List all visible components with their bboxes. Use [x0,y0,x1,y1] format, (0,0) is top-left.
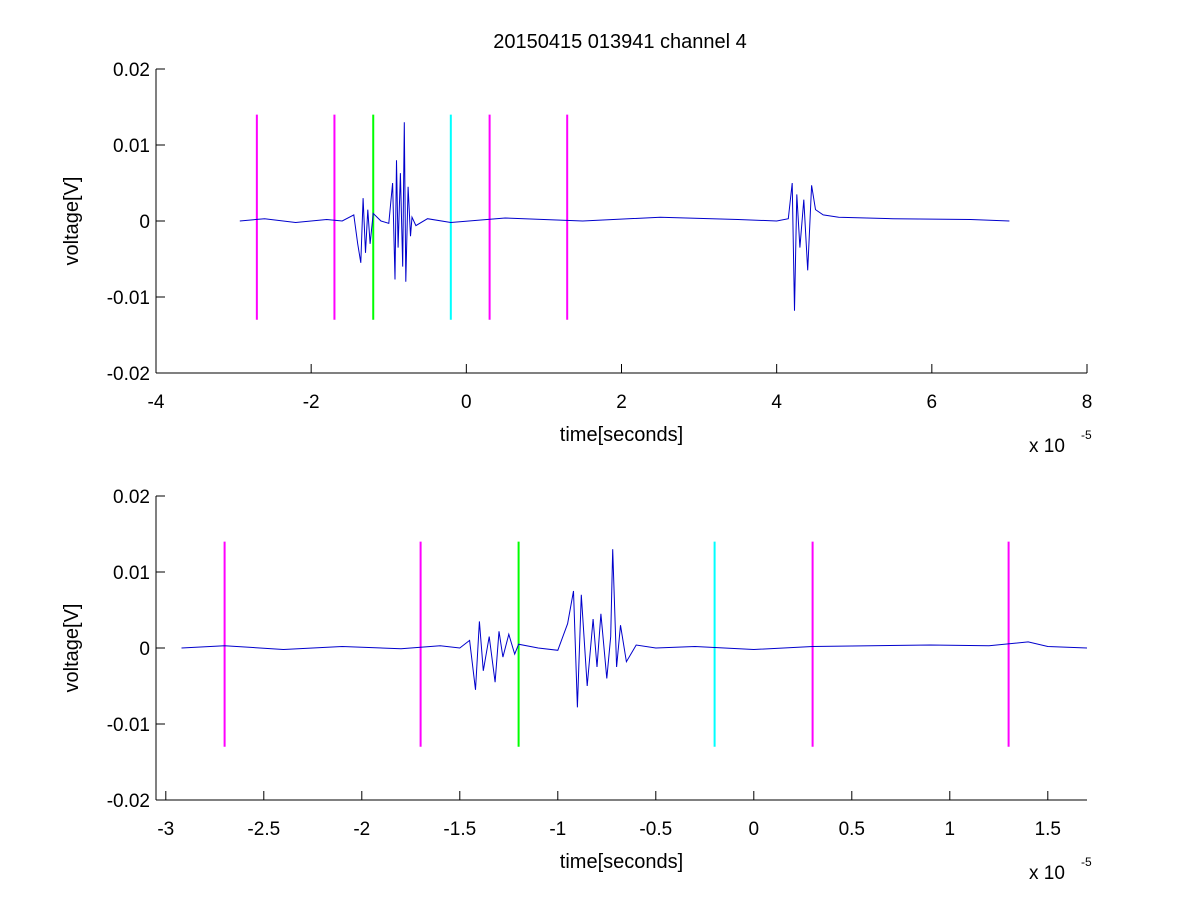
x-tick-label: -4 [148,392,165,413]
x-tick-label: 1 [945,819,956,840]
x-tick-label: 2 [616,392,627,413]
x-exponent-label: x 10 [1029,863,1065,884]
x-tick-label: 8 [1082,392,1093,413]
x-exponent-label: x 10 [1029,436,1065,457]
x-tick-label: -2 [353,819,370,840]
y-tick-label: -0.02 [107,791,150,812]
x-tick-label: 0 [749,819,760,840]
y-axis-label: voltage[V] [61,177,83,266]
y-tick-label: -0.02 [107,364,150,385]
y-tick-label: -0.01 [107,288,150,309]
signal-line [181,549,1088,708]
x-tick-label: 1.5 [1035,819,1061,840]
x-exponent-power: -5 [1081,428,1092,442]
x-tick-label: 6 [927,392,938,413]
y-tick-label: 0.02 [113,487,150,508]
x-tick-label: 0.5 [839,819,865,840]
x-axis-label: time[seconds] [560,851,683,873]
y-tick-label: 0 [139,639,150,660]
x-tick-label: 4 [771,392,782,413]
x-tick-label: -2 [303,392,320,413]
x-tick-label: -1 [549,819,566,840]
y-tick-label: 0.02 [113,60,150,81]
y-tick-label: 0 [139,212,150,233]
x-tick-label: 0 [461,392,472,413]
y-tick-label: -0.01 [107,715,150,736]
x-tick-label: -1.5 [443,819,476,840]
chart-title: 20150415 013941 channel 4 [493,31,747,53]
top-chart: -0.02 -0.01 0 0.01 0.02 -4 -2 0 2 4 6 8 time[seconds… [61,60,1092,457]
x-tick-label: -3 [157,819,174,840]
bottom-chart: -0.02 -0.01 0 0.01 0.02 -3 -2.5 -2 -1.5 -1 -0.5 0 0.… [61,487,1092,884]
x-axis-label: time[seconds] [560,424,683,446]
x-tick-label: -0.5 [639,819,672,840]
signal-line [239,122,1010,311]
y-tick-label: 0.01 [113,563,150,584]
x-tick-label: -2.5 [247,819,280,840]
y-axis-label: voltage[V] [61,604,83,693]
y-tick-label: 0.01 [113,136,150,157]
x-exponent-power: -5 [1081,855,1092,869]
